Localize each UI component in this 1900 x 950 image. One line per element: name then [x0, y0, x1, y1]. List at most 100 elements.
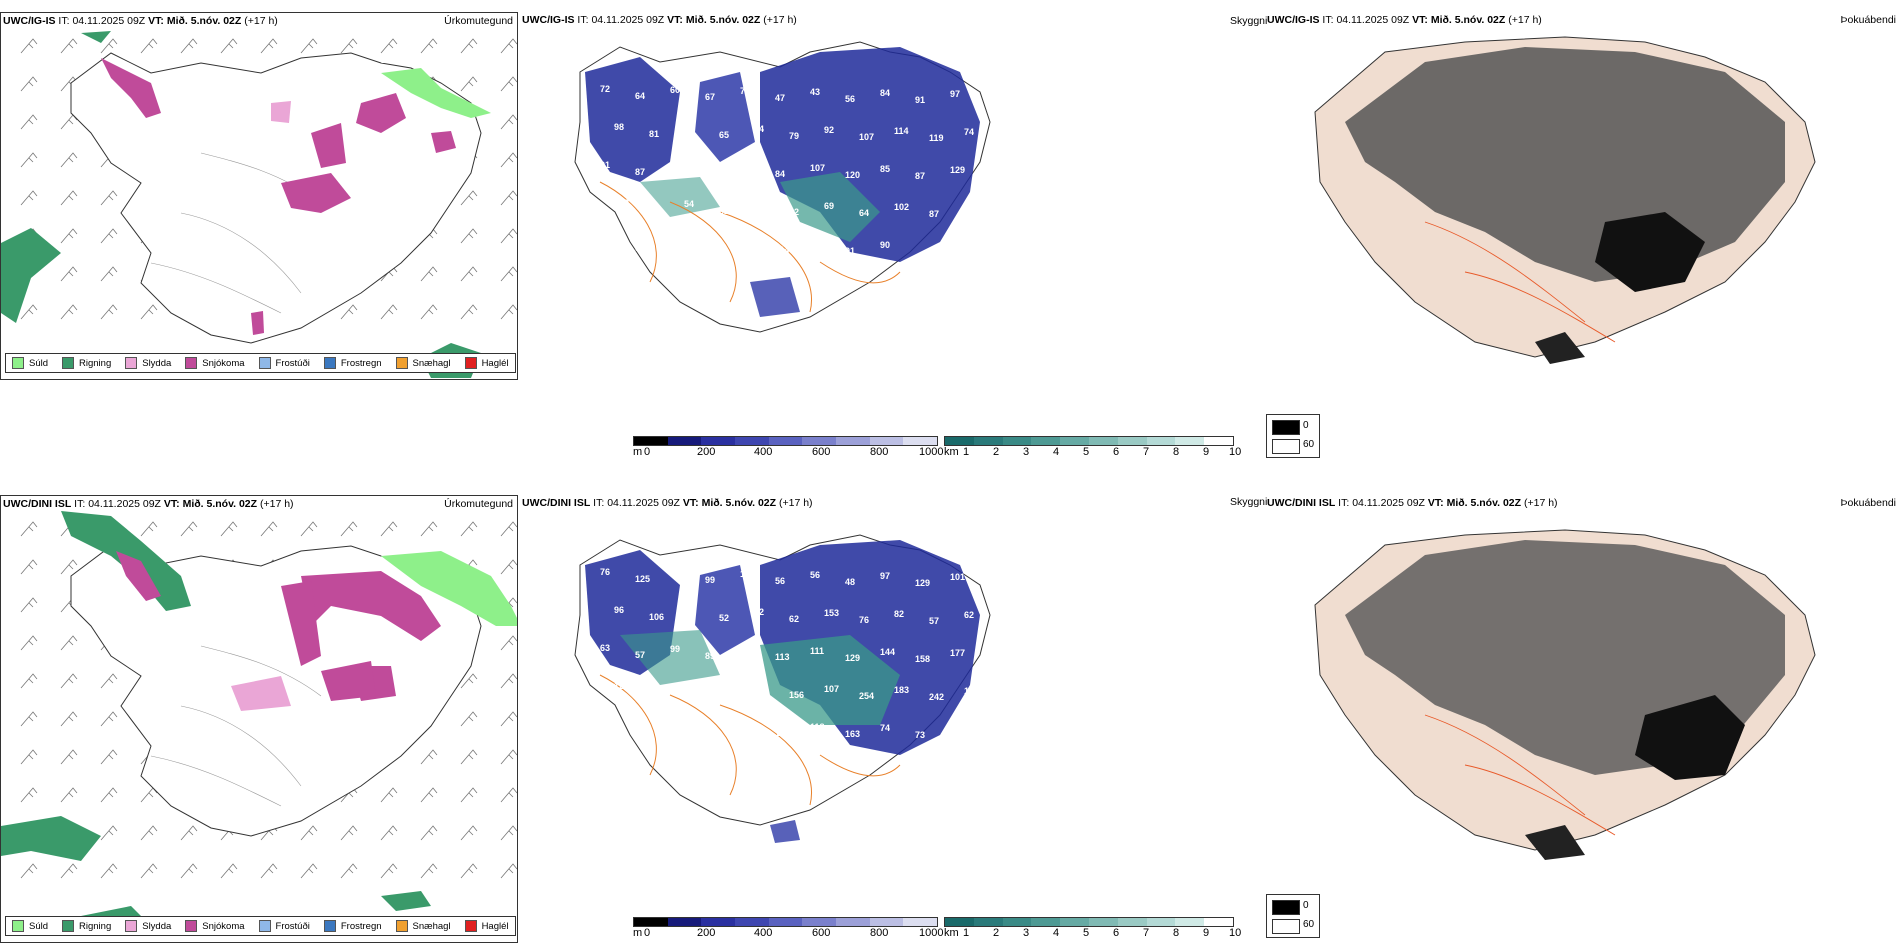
cloud-base-label: 177: [950, 648, 965, 658]
cloud-base-label: 106: [649, 612, 664, 622]
wind-barb: [500, 114, 517, 130]
wind-barb: [60, 787, 78, 803]
cloud-base-label: 72: [705, 244, 715, 254]
wind-barb: [180, 825, 198, 841]
wind-barb: [60, 749, 78, 765]
wind-barb: [460, 76, 478, 92]
cloud-base-label: 64: [635, 91, 645, 101]
cloud-base-label: 82: [894, 609, 904, 619]
wind-barb: [100, 863, 118, 879]
wind-barb: [180, 863, 198, 879]
cloud-base-label: 62: [719, 206, 729, 216]
wind-barb: [500, 863, 517, 879]
cloud-base-label: 73: [705, 168, 715, 178]
wind-barb: [100, 711, 118, 727]
cloud-base-label: 87: [915, 171, 925, 181]
cloud-base-label: 85: [705, 727, 715, 737]
wind-barb: [100, 749, 118, 765]
wind-barb: [300, 38, 318, 54]
cloud-base-label: 91: [845, 246, 855, 256]
legend-swatch: [464, 357, 477, 369]
cloud-base-label: 107: [824, 684, 839, 694]
precip-type-panel-2: UWC/DINI ISL IT: 04.11.2025 09Z VT: Mið.…: [0, 495, 518, 943]
legend-swatch: [62, 920, 75, 932]
cloud-base-label: 74: [740, 86, 750, 96]
legend-swatch: [258, 357, 271, 369]
wind-barb: [20, 304, 38, 320]
legend-swatch: [185, 920, 198, 932]
cloud-base-label: 80: [614, 757, 624, 767]
cloud-base-label: 145: [719, 689, 734, 699]
wind-barb: [420, 863, 438, 879]
wind-barb: [60, 711, 78, 727]
cloud-base-areas: [585, 47, 980, 317]
wind-barb: [20, 635, 38, 651]
legend-item: Snjókoma: [185, 920, 245, 932]
fog-map-1: [1314, 36, 1816, 364]
panel-header: UWC/DINI ISL IT: 04.11.2025 09Z VT: Mið.…: [1267, 497, 1558, 509]
cloud-base-label: 56: [810, 570, 820, 580]
cloud-base-label: 96: [614, 605, 624, 615]
cloud-base-label: 87: [635, 167, 645, 177]
wind-barb: [500, 190, 517, 206]
cloud-base-label: 196: [740, 238, 755, 248]
legend-item: Rigning: [62, 920, 111, 932]
wind-barb: [380, 521, 398, 537]
wind-barb: [100, 190, 118, 206]
wind-barb: [460, 228, 478, 244]
wind-barb: [20, 787, 38, 803]
wind-barb: [140, 825, 158, 841]
cloud-base-label: 97: [950, 89, 960, 99]
wind-barb: [100, 228, 118, 244]
cloud-base-label: 107: [859, 132, 874, 142]
wind-barb: [20, 521, 38, 537]
legend-item: Haglél: [464, 920, 509, 932]
precip-map-1: [1, 31, 517, 378]
wind-barb: [60, 38, 78, 54]
cloud-base-label: 85: [880, 164, 890, 174]
cloud-base-label: 91: [600, 160, 610, 170]
cloud-base-label: 67: [705, 92, 715, 102]
cloud-base-label: 99: [705, 575, 715, 585]
wind-barb: [260, 863, 278, 879]
legend-swatch: [395, 920, 408, 932]
cloud-base-label: 84: [740, 645, 750, 655]
cloud-base-label: 188: [614, 198, 629, 208]
cloud-base-label: 192: [964, 686, 979, 696]
cloud-base-label: 125: [635, 574, 650, 584]
cloud-base-label: 90: [880, 240, 890, 250]
legend-item: Frostregn: [323, 920, 382, 932]
wind-barb: [460, 266, 478, 282]
legend-item: Snjókoma: [185, 357, 245, 369]
fog-index-panel-2: UWC/DINI ISL IT: 04.11.2025 09Z VT: Mið.…: [1265, 495, 1900, 915]
cloud-base-label: 122: [670, 720, 685, 730]
cloud-base-label: 81: [649, 129, 659, 139]
cloud-base-label: 83: [670, 237, 680, 247]
wind-barb: [380, 863, 398, 879]
wind-barb: [220, 521, 238, 537]
cloud-base-label: 254: [859, 691, 874, 701]
cloud-base-label: 76: [859, 615, 869, 625]
wind-barb: [220, 38, 238, 54]
fog-legend-2: 0 60: [1266, 894, 1320, 938]
wind-barb: [500, 521, 517, 537]
precip-legend: Súld Rigning Slydda Snjókoma Frostúði Fr…: [5, 916, 516, 936]
cloud-base-label: 94: [649, 205, 659, 215]
wind-barb: [500, 304, 517, 320]
visibility-panel-2: 76 125 85 99 116 56 56 48 97 129 101 96 106 56 52 72 62 1…: [520, 495, 1030, 915]
wind-barb: [140, 521, 158, 537]
wind-barb: [300, 521, 318, 537]
legend-item: Frostúði: [258, 920, 310, 932]
panel-title: Úrkomutegund: [444, 498, 513, 510]
wind-barb: [140, 38, 158, 54]
cloud-base-label: 85: [810, 239, 820, 249]
cloud-base-label: 114: [894, 126, 909, 136]
panel-header: UWC/IG-IS IT: 04.11.2025 09Z VT: Mið. 5.…: [522, 14, 797, 26]
cloud-base-label: 52: [719, 613, 729, 623]
wind-barb: [500, 825, 517, 841]
panel-title: Skyggni: [1230, 496, 1268, 508]
cloud-base-label: 129: [915, 578, 930, 588]
legend-swatch: [125, 357, 138, 369]
cloud-base-label: 156: [789, 690, 804, 700]
wind-barb: [100, 825, 118, 841]
